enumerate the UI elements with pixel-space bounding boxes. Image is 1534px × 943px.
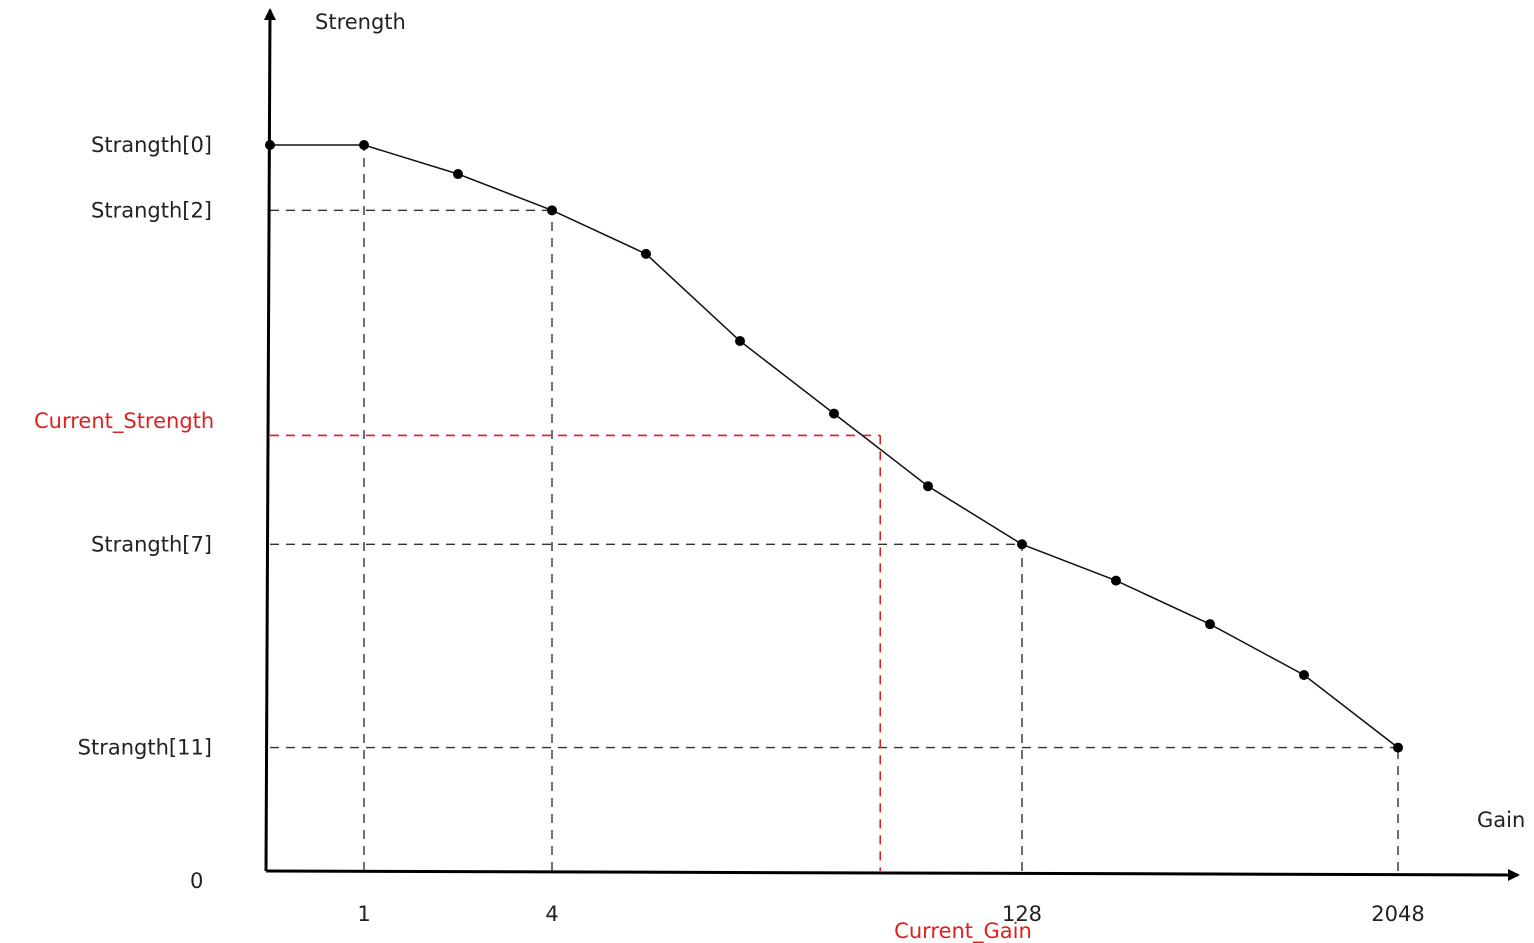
current-gain-label: Current_Gain: [894, 919, 1032, 943]
data-point-10: [1205, 619, 1215, 630]
y-axis-title: Strength: [315, 10, 406, 34]
y-tick-label-2: Strangth[7]: [91, 532, 212, 556]
data-point-0: [265, 140, 275, 150]
series-points: [265, 140, 1403, 753]
data-point-11: [1299, 669, 1309, 680]
series-line: [270, 144, 1399, 749]
y-tick-labels: Strangth[0] Strangth[2] Strangth[7] Strangt…: [78, 133, 212, 760]
x-tick-labels: 1 4 128 2048: [357, 902, 1424, 926]
data-point-8: [1017, 539, 1027, 550]
y-tick-label-0: Strangth[0]: [91, 133, 212, 157]
data-point-4: [641, 248, 651, 259]
data-point-2: [453, 169, 463, 180]
x-tick-label-1: 1: [357, 902, 370, 926]
data-point-7: [923, 481, 933, 492]
y-axis: [263, 8, 276, 872]
x-axis-title: Gain: [1477, 808, 1525, 832]
data-point-5: [735, 336, 745, 347]
x-tick-label-128: 128: [1002, 902, 1042, 926]
data-point-1: [359, 140, 369, 150]
x-axis: [265, 868, 1520, 881]
data-point-9: [1111, 575, 1121, 586]
data-point-3: [547, 205, 557, 216]
guide-lines: [270, 145, 1399, 871]
origin-label: 0: [190, 869, 203, 893]
data-point-12: [1393, 742, 1403, 753]
y-tick-label-1: Strangth[2]: [91, 198, 212, 222]
current-strength-label: Current_Strength: [34, 409, 214, 434]
current-guide-lines: [270, 434, 882, 871]
x-tick-label-4: 4: [545, 902, 558, 926]
data-point-6: [829, 408, 839, 419]
x-tick-label-2048: 2048: [1371, 902, 1424, 926]
y-tick-label-3: Strangth[11]: [78, 736, 212, 760]
